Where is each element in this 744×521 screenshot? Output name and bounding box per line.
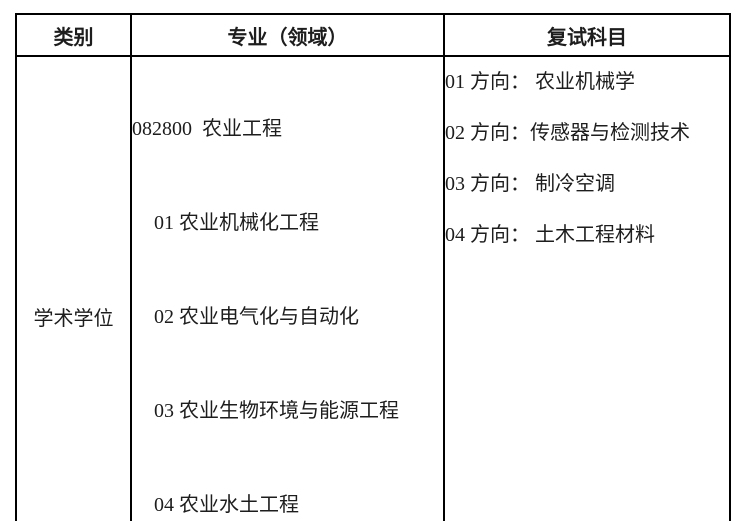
subject-line-04: 04 方向： 土木工程材料	[445, 224, 655, 246]
cell-academic-category: 学术学位	[15, 55, 132, 521]
major-line-01: 01 农业机械化工程	[154, 212, 319, 234]
table-header-row: 类别 专业（领域） 复试科目	[15, 13, 731, 57]
major-line-02: 02 农业电气化与自动化	[154, 306, 359, 328]
major-line-082800: 082800 农业工程	[132, 118, 282, 140]
header-cell-category: 类别	[15, 13, 132, 57]
academic-degree-row: 学术学位 082800 农业工程 01 农业机械化工程 02 农业电气化与自动化…	[15, 55, 731, 521]
major-line-03: 03 农业生物环境与能源工程	[154, 400, 399, 422]
subject-line-02: 02 方向：传感器与检测技术	[445, 122, 690, 144]
subject-line-01: 01 方向： 农业机械学	[445, 71, 635, 93]
subject-line-03: 03 方向： 制冷空调	[445, 173, 615, 195]
header-cell-subject: 复试科目	[443, 13, 731, 57]
admission-subjects-table: 类别 专业（领域） 复试科目 学术学位 082800 农业工程 01 农业机械化…	[15, 13, 731, 521]
header-cell-major: 专业（领域）	[130, 13, 445, 57]
cell-academic-majors: 082800 农业工程 01 农业机械化工程 02 农业电气化与自动化 03 农…	[130, 55, 445, 521]
cell-academic-subjects: 01 方向： 农业机械学 02 方向：传感器与检测技术 03 方向： 制冷空调 …	[443, 55, 731, 521]
major-line-04: 04 农业水土工程	[154, 494, 299, 516]
